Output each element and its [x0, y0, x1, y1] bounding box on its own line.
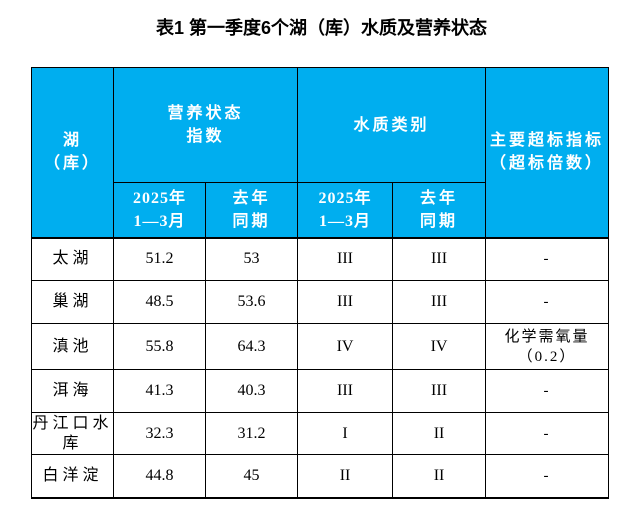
lake-name-cell: 巢湖 [31, 280, 114, 324]
exceed-main: - [543, 467, 551, 484]
exceed-main: - [543, 425, 551, 442]
exceed-cell: - [485, 412, 610, 455]
table-row: 太湖 51.2 53 III III - [31, 237, 610, 281]
nutrition-prev-cell: 45 [204, 454, 299, 499]
quality-2025-cell: III [297, 369, 394, 413]
subheader-quality-2025-line1: 2025年 [318, 189, 372, 207]
nutrition-2025-cell: 44.8 [113, 454, 206, 499]
subheader-quality-prev-line2: 同期 [420, 212, 459, 230]
quality-prev-cell: III [392, 280, 487, 324]
quality-2025-cell: III [297, 237, 394, 281]
table-row: 巢湖 48.5 53.6 III III - [31, 280, 610, 324]
nutrition-prev-cell: 40.3 [204, 369, 299, 413]
header-nutrition-line2: 指数 [186, 128, 225, 145]
quality-prev-cell: II [392, 412, 487, 455]
subheader-nutrition-2025-line1: 2025年 [132, 189, 186, 207]
header-water-quality-label: 水质类别 [353, 116, 430, 134]
quality-prev-cell: IV [392, 323, 487, 370]
nutrition-prev-cell: 31.2 [204, 412, 299, 455]
table-body: 太湖 51.2 53 III III - 巢湖 48.5 53.6 III II… [31, 237, 610, 499]
subheader-quality-2025-line2: 1—3月 [319, 212, 372, 230]
nutrition-2025-cell: 51.2 [113, 237, 206, 281]
water-quality-table: 湖 （库） 营养状态 指数 水质类别 主要超标指标 （超标倍数） 2025年 [31, 67, 610, 499]
exceed-main: - [543, 383, 551, 399]
nutrition-prev-cell: 64.3 [204, 323, 299, 370]
lake-name-cell: 白洋淀 [31, 454, 114, 499]
table-row: 滇池 55.8 64.3 IV IV 化学需氧量 （0.2） [31, 323, 610, 370]
quality-2025-cell: I [297, 412, 394, 455]
table-header: 湖 （库） 营养状态 指数 水质类别 主要超标指标 （超标倍数） 2025年 [31, 67, 610, 239]
nutrition-2025-cell: 32.3 [113, 412, 206, 455]
table-row: 白洋淀 44.8 45 II II - [31, 454, 610, 499]
lake-name-cell: 洱海 [31, 369, 114, 413]
subheader-quality-2025: 2025年 1—3月 [297, 182, 394, 239]
exceed-cell: - [485, 237, 610, 281]
table-row: 洱海 41.3 40.3 III III - [31, 369, 610, 413]
header-lake-line1: 湖 [62, 132, 82, 150]
quality-2025-cell: IV [297, 323, 394, 370]
exceed-times: （0.2） [517, 348, 577, 365]
nutrition-2025-cell: 55.8 [113, 323, 206, 370]
lake-name-cell: 丹江口水库 [31, 412, 114, 455]
quality-prev-cell: III [392, 369, 487, 413]
header-exceed-line1: 主要超标指标 [490, 132, 605, 150]
nutrition-2025-cell: 48.5 [113, 280, 206, 324]
header-lake: 湖 （库） [31, 67, 114, 239]
quality-prev-cell: III [392, 237, 487, 281]
subheader-nutrition-prev: 去年 同期 [204, 182, 299, 239]
quality-2025-cell: III [297, 280, 394, 324]
subheader-nutrition-prev-line1: 去年 [232, 189, 271, 207]
header-water-quality: 水质类别 [297, 67, 487, 183]
nutrition-2025-cell: 41.3 [113, 369, 206, 413]
header-exceed-line2: （超标倍数） [490, 155, 605, 173]
exceed-cell: - [485, 369, 610, 413]
exceed-cell: - [485, 280, 610, 324]
exceed-cell: - [485, 454, 610, 499]
subheader-quality-prev: 去年 同期 [392, 182, 487, 239]
subheader-nutrition-2025-line2: 1—3月 [133, 212, 186, 230]
quality-2025-cell: II [297, 454, 394, 499]
exceed-main: - [543, 294, 551, 310]
subheader-nutrition-2025: 2025年 1—3月 [113, 182, 206, 239]
exceed-main: 化学需氧量 [504, 328, 590, 345]
table-title: 表1 第一季度6个湖（库）水质及营养状态 [155, 18, 488, 38]
nutrition-prev-cell: 53 [204, 237, 299, 281]
subheader-nutrition-prev-line2: 同期 [232, 212, 271, 230]
exceed-cell: 化学需氧量 （0.2） [485, 323, 610, 370]
quality-prev-cell: II [392, 454, 487, 499]
exceed-main: - [543, 251, 551, 268]
lake-name-cell: 太湖 [31, 237, 114, 281]
header-nutrition-line1: 营养状态 [167, 105, 244, 122]
lake-name-cell: 滇池 [31, 323, 114, 370]
header-exceed-indicator: 主要超标指标 （超标倍数） [485, 67, 610, 239]
nutrition-prev-cell: 53.6 [204, 280, 299, 324]
table-row: 丹江口水库 32.3 31.2 I II - [31, 412, 610, 455]
header-lake-line2: （库） [43, 155, 101, 173]
subheader-quality-prev-line1: 去年 [420, 189, 459, 207]
header-nutrition-index: 营养状态 指数 [112, 67, 299, 183]
